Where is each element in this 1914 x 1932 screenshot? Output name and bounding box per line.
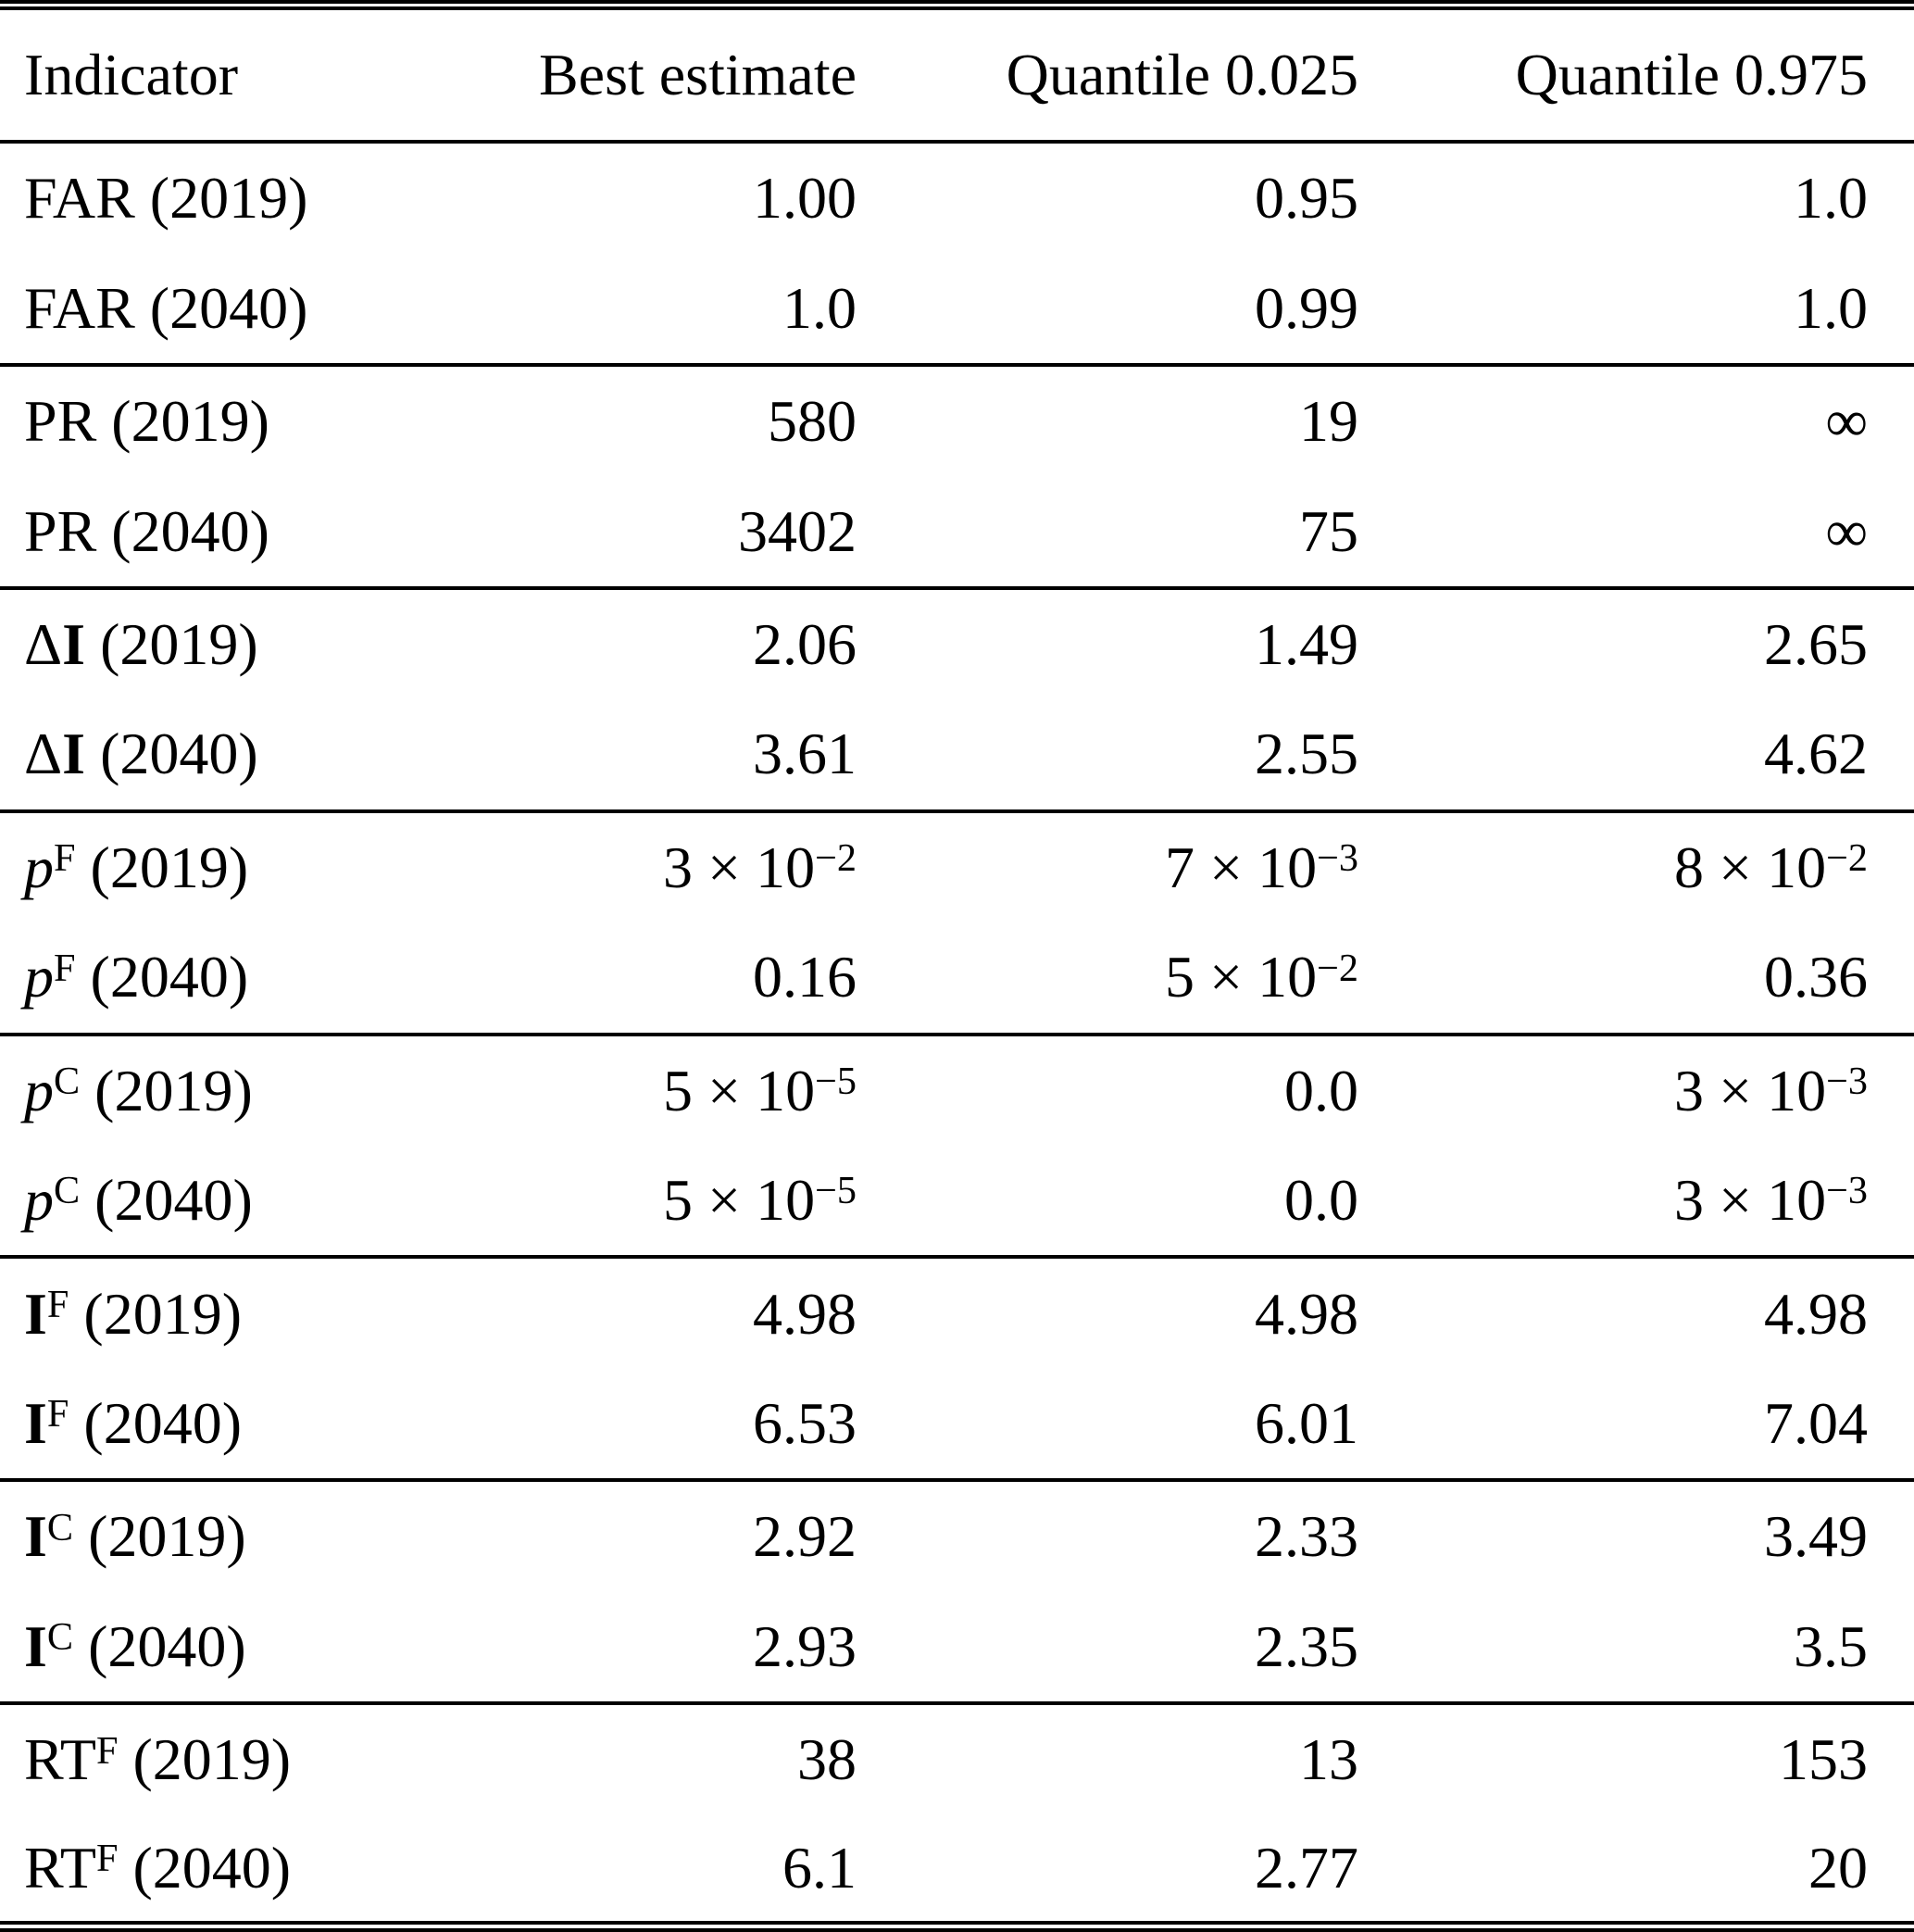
value-cell: 3402 bbox=[738, 497, 857, 564]
value-cell: 2.55 bbox=[1255, 721, 1358, 787]
col-header-indicator: Indicator bbox=[0, 5, 444, 144]
indicator-cell: IC (2040) bbox=[24, 1612, 246, 1679]
header-row: Indicator Best estimate Quantile 0.025 Q… bbox=[0, 5, 1914, 144]
indicator-cell: pC (2019) bbox=[0, 1032, 444, 1146]
col-header-quantile-0025: Quantile 0.025 bbox=[857, 5, 1358, 144]
table-row: IF (2019) 4.98 4.98 4.98 bbox=[0, 1255, 1914, 1369]
table-row: IF (2040) 6.53 6.01 7.04 bbox=[0, 1369, 1914, 1480]
value-cell: 3.49 bbox=[1358, 1478, 1914, 1592]
value-cell: 0.16 bbox=[753, 944, 857, 1010]
value-cell: 19 bbox=[857, 362, 1358, 477]
table-row: IC (2040) 2.93 2.35 3.5 bbox=[0, 1592, 1914, 1703]
table-row: pF (2040) 0.16 5 × 10−2 0.36 bbox=[0, 922, 1914, 1034]
value-cell: 4.98 bbox=[1358, 1255, 1914, 1369]
table-row: PR (2019) 580 19 ∞ bbox=[0, 362, 1914, 477]
table-row: RTF (2040) 6.1 2.77 20 bbox=[0, 1815, 1914, 1926]
value-cell: 38 bbox=[444, 1701, 857, 1815]
indicator-cell: RTF (2040) bbox=[24, 1834, 292, 1901]
value-cell: 1.49 bbox=[857, 585, 1358, 700]
value-cell: 2.65 bbox=[1358, 585, 1914, 700]
value-cell: 0.99 bbox=[1255, 274, 1358, 341]
value-cell: 0.95 bbox=[857, 139, 1358, 254]
value-cell: 2.93 bbox=[753, 1612, 857, 1679]
value-cell: 8 × 10−2 bbox=[1358, 809, 1914, 923]
table-row: ΔI (2040) 3.61 2.55 4.62 bbox=[0, 699, 1914, 810]
indicator-cell: ΔI (2019) bbox=[0, 585, 444, 700]
table-row: FAR (2019) 1.00 0.95 1.0 bbox=[0, 139, 1914, 254]
value-cell: 13 bbox=[857, 1701, 1358, 1815]
indicator-cell: IF (2040) bbox=[24, 1390, 243, 1457]
value-cell: 4.98 bbox=[857, 1255, 1358, 1369]
indicator-cell: IC (2019) bbox=[0, 1478, 444, 1592]
value-cell: 7 × 10−3 bbox=[857, 809, 1358, 923]
table-row: ΔI (2019) 2.06 1.49 2.65 bbox=[0, 585, 1914, 700]
col-header-quantile-0975: Quantile 0.975 bbox=[1358, 5, 1914, 144]
value-cell: 2.92 bbox=[444, 1478, 857, 1592]
indicator-cell: RTF (2019) bbox=[0, 1701, 444, 1815]
table-row: pC (2019) 5 × 10−5 0.0 3 × 10−3 bbox=[0, 1032, 1914, 1146]
value-cell: 153 bbox=[1358, 1701, 1914, 1815]
value-cell: 6.1 bbox=[782, 1834, 857, 1901]
value-cell: 3 × 10−3 bbox=[1673, 1167, 1868, 1234]
table-row: IC (2019) 2.92 2.33 3.49 bbox=[0, 1478, 1914, 1592]
value-cell: ∞ bbox=[1825, 497, 1868, 564]
value-cell: 0.0 bbox=[1284, 1167, 1358, 1234]
value-cell: 3.61 bbox=[753, 721, 857, 787]
value-cell: 4.98 bbox=[444, 1255, 857, 1369]
value-cell: ∞ bbox=[1358, 362, 1914, 477]
indicator-cell: ΔI (2040) bbox=[24, 721, 258, 787]
value-cell: 6.01 bbox=[1255, 1390, 1358, 1457]
indicator-cell: IF (2019) bbox=[0, 1255, 444, 1369]
value-cell: 3.5 bbox=[1794, 1612, 1868, 1679]
table-row: PR (2040) 3402 75 ∞ bbox=[0, 476, 1914, 587]
value-cell: 1.00 bbox=[444, 139, 857, 254]
table-row: pF (2019) 3 × 10−2 7 × 10−3 8 × 10−2 bbox=[0, 809, 1914, 923]
value-cell: 4.62 bbox=[1764, 721, 1868, 787]
indicator-cell: FAR (2019) bbox=[0, 139, 444, 254]
indicator-cell: pF (2040) bbox=[24, 944, 249, 1010]
value-cell: 3 × 10−3 bbox=[1358, 1032, 1914, 1146]
value-cell: 75 bbox=[1299, 497, 1358, 564]
table-row: FAR (2040) 1.0 0.99 1.0 bbox=[0, 253, 1914, 364]
value-cell: 2.06 bbox=[444, 585, 857, 700]
table-row: pC (2040) 5 × 10−5 0.0 3 × 10−3 bbox=[0, 1146, 1914, 1257]
col-header-best-estimate: Best estimate bbox=[444, 5, 857, 144]
value-cell: 1.0 bbox=[1358, 139, 1914, 254]
indicator-cell: PR (2040) bbox=[24, 497, 269, 564]
indicator-cell: FAR (2040) bbox=[24, 274, 308, 341]
value-cell: 1.0 bbox=[782, 274, 857, 341]
value-cell: 2.77 bbox=[1255, 1834, 1358, 1901]
value-cell: 2.35 bbox=[1255, 1612, 1358, 1679]
value-cell: 0.36 bbox=[1764, 944, 1868, 1010]
value-cell: 20 bbox=[1808, 1834, 1868, 1901]
table-row: RTF (2019) 38 13 153 bbox=[0, 1701, 1914, 1815]
value-cell: 5 × 10−5 bbox=[662, 1167, 857, 1234]
indicator-cell: pC (2040) bbox=[24, 1167, 253, 1234]
indicator-cell: pF (2019) bbox=[0, 809, 444, 923]
value-cell: 0.0 bbox=[857, 1032, 1358, 1146]
value-cell: 3 × 10−2 bbox=[444, 809, 857, 923]
value-cell: 580 bbox=[444, 362, 857, 477]
indicator-cell: PR (2019) bbox=[0, 362, 444, 477]
value-cell: 5 × 10−2 bbox=[1164, 944, 1358, 1010]
value-cell: 5 × 10−5 bbox=[444, 1032, 857, 1146]
value-cell: 6.53 bbox=[753, 1390, 857, 1457]
value-cell: 7.04 bbox=[1764, 1390, 1868, 1457]
value-cell: 1.0 bbox=[1794, 274, 1868, 341]
value-cell: 2.33 bbox=[857, 1478, 1358, 1592]
